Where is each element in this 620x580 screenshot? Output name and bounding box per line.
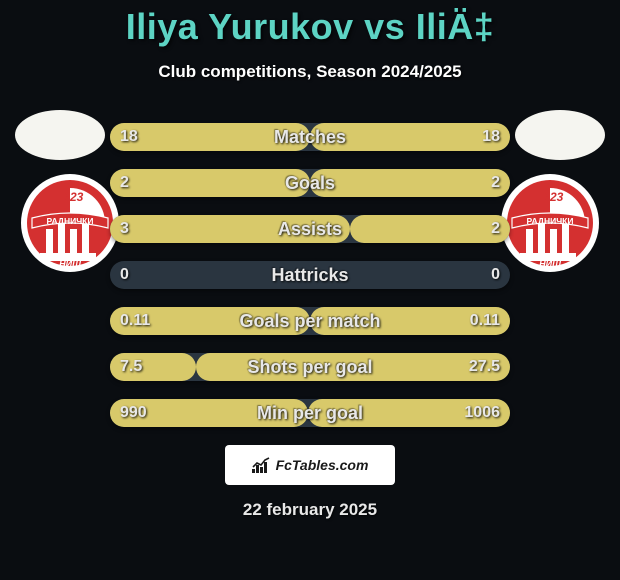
subtitle: Club competitions, Season 2024/2025 — [0, 62, 620, 82]
brand-icon — [252, 457, 272, 473]
stat-row: Goals2 2 — [110, 169, 510, 197]
stat-label: Hattricks — [110, 261, 510, 289]
stat-row: Assists3 2 — [110, 215, 510, 243]
stat-value-left: 18 — [110, 123, 148, 151]
stat-value-left: 7.5 — [110, 353, 152, 381]
stat-row: Min per goal990 1006 — [110, 399, 510, 427]
stat-value-left: 2 — [110, 169, 139, 197]
stat-value-right: 2 — [481, 215, 510, 243]
team-badge-left: 1923 РАДНИЧКИ НИШ — [20, 173, 120, 273]
date-text: 22 february 2025 — [0, 500, 620, 520]
stat-value-left: 0.11 — [110, 307, 160, 335]
brand-text: FcTables.com — [276, 457, 369, 473]
brand-badge: FcTables.com — [225, 445, 395, 485]
stat-value-right: 0 — [481, 261, 510, 289]
stat-label: Shots per goal — [110, 353, 510, 381]
player-avatar-right — [515, 110, 605, 160]
stat-value-right: 27.5 — [459, 353, 510, 381]
stat-row: Shots per goal7.5 27.5 — [110, 353, 510, 381]
badge-city: НИШ — [539, 259, 561, 269]
badge-city: НИШ — [59, 259, 81, 269]
badge-year: 1923 — [57, 190, 84, 204]
page-title: Iliya Yurukov vs IliÄ‡ — [0, 0, 620, 48]
stat-value-left: 0 — [110, 261, 139, 289]
stat-label: Matches — [110, 123, 510, 151]
badge-team-name: РАДНИЧКИ — [527, 216, 574, 226]
stat-rows: Matches1818Goals22Assists32Hattricks00Go… — [110, 123, 510, 445]
stat-label: Goals per match — [110, 307, 510, 335]
stat-label: Goals — [110, 169, 510, 197]
stat-row: Matches18 18 — [110, 123, 510, 151]
stat-value-left: 990 — [110, 399, 157, 427]
stat-value-left: 3 — [110, 215, 139, 243]
stat-label: Min per goal — [110, 399, 510, 427]
stat-label: Assists — [110, 215, 510, 243]
stat-value-right: 0.11 — [460, 307, 510, 335]
player-avatar-left — [15, 110, 105, 160]
stat-value-right: 18 — [472, 123, 510, 151]
badge-team-name: РАДНИЧКИ — [47, 216, 94, 226]
stat-value-right: 1006 — [454, 399, 510, 427]
stat-row: Goals per match0.11 0.11 — [110, 307, 510, 335]
team-badge-right: 1923 РАДНИЧКИ НИШ — [500, 173, 600, 273]
badge-year: 1923 — [537, 190, 564, 204]
stat-value-right: 2 — [481, 169, 510, 197]
stat-row: Hattricks0 0 — [110, 261, 510, 289]
